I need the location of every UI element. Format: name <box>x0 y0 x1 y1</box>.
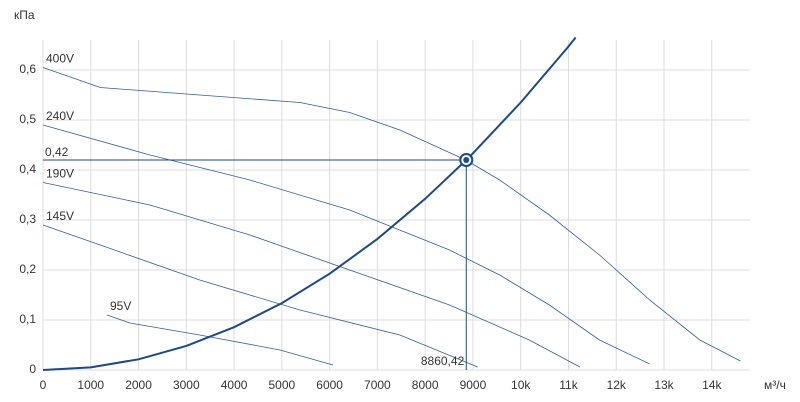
fan-curve <box>42 224 478 368</box>
x-tick-label: 2000 <box>125 378 152 392</box>
y-tick-label: 0 <box>29 362 36 376</box>
x-tick-label: 12k <box>607 378 627 392</box>
x-tick-label: 13k <box>654 378 674 392</box>
x-axis-title: м³/ч <box>764 378 786 392</box>
series-label: 95V <box>110 299 131 313</box>
fan-curve <box>42 67 741 362</box>
x-tick-label: 7000 <box>364 378 391 392</box>
series-label: 145V <box>46 209 74 223</box>
x-tick-label: 0 <box>40 378 47 392</box>
system-curve <box>42 36 577 371</box>
y-tick-label: 0,6 <box>19 62 36 76</box>
x-tick-label: 9000 <box>460 378 487 392</box>
x-tick-label: 1000 <box>77 378 104 392</box>
y-tick-label: 0,4 <box>19 162 36 176</box>
y-tick-label: 0,5 <box>19 112 36 126</box>
x-tick-label: 3000 <box>173 378 200 392</box>
operating-x-label: 8860,42 <box>421 354 465 368</box>
series-label: 190V <box>46 167 74 181</box>
fan-curve <box>42 124 650 365</box>
x-tick-label: 4000 <box>221 378 248 392</box>
fan-curve <box>42 182 581 368</box>
x-tick-label: 6000 <box>316 378 343 392</box>
y-tick-label: 0,3 <box>19 212 36 226</box>
x-tick-label: 5000 <box>268 378 295 392</box>
y-tick-label: 0,1 <box>19 312 36 326</box>
x-tick-label: 14k <box>702 378 722 392</box>
series-label: 400V <box>46 52 74 66</box>
series-label: 240V <box>46 109 74 123</box>
y-tick-label: 0,2 <box>19 262 36 276</box>
x-tick-label: 10k <box>511 378 531 392</box>
fan-curve <box>106 314 334 366</box>
operating-point-core <box>463 157 470 163</box>
y-axis-title: кПа <box>14 8 35 22</box>
operating-y-label: 0,42 <box>45 145 69 159</box>
x-tick-label: 11k <box>559 378 578 392</box>
x-tick-label: 8000 <box>412 378 439 392</box>
